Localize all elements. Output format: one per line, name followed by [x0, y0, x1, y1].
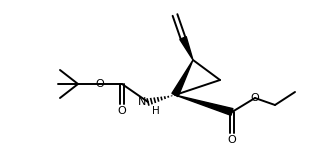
Text: H: H: [152, 106, 160, 116]
Text: O: O: [251, 93, 260, 103]
Polygon shape: [175, 95, 233, 115]
Text: O: O: [96, 79, 104, 89]
Polygon shape: [180, 37, 193, 60]
Text: N: N: [138, 97, 146, 107]
Text: O: O: [118, 106, 126, 116]
Text: O: O: [228, 135, 236, 145]
Polygon shape: [172, 60, 193, 97]
